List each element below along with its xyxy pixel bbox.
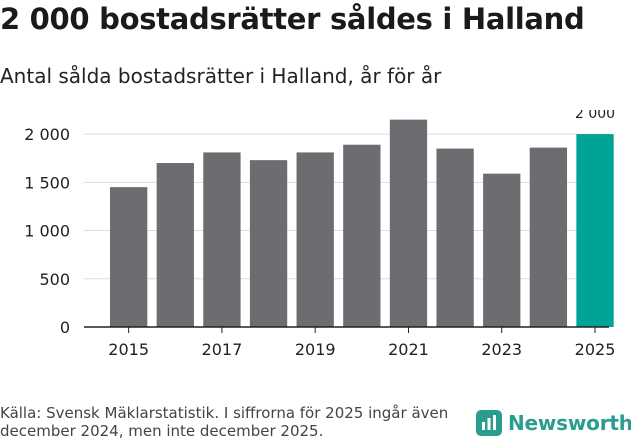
x-tick-label: 2019	[295, 340, 336, 359]
x-tick-label: 2017	[202, 340, 243, 359]
x-tick-label: 2025	[575, 340, 616, 359]
bar-2023	[483, 173, 521, 327]
bar-2025	[576, 134, 614, 327]
chart-subtitle: Antal sålda bostadsrätter i Halland, år …	[0, 64, 442, 88]
bar-2019	[296, 152, 334, 327]
x-tick-label: 2023	[481, 340, 522, 359]
bar-2020	[343, 144, 381, 327]
y-tick-label: 500	[39, 270, 70, 289]
bar-chart: 0 500 1 000 1 500 2 000 2015 2017 2019 2021 2023 2…	[24, 110, 616, 359]
data-label-highlight: 2 000	[575, 110, 615, 122]
source-note: Källa: Svensk Mäklarstatistik. I siffror…	[0, 404, 449, 440]
y-tick-label: 1 000	[24, 222, 70, 241]
bar-2018	[249, 160, 288, 327]
bar-2022	[436, 148, 474, 327]
bar-2015	[110, 187, 148, 327]
brand-name: Newsworthy	[508, 411, 631, 435]
newsworthy-logo-icon	[476, 410, 502, 436]
bar-2024	[529, 147, 568, 327]
brand: Newsworthy	[476, 408, 631, 438]
y-tick-label: 2 000	[24, 125, 70, 144]
y-tick-label: 1 500	[24, 173, 70, 192]
bar-2017	[203, 152, 241, 327]
bar-2016	[156, 163, 194, 327]
bar-2021	[389, 119, 428, 328]
y-tick-label: 0	[60, 318, 70, 337]
x-tick-label: 2015	[108, 340, 149, 359]
x-tick-label: 2021	[388, 340, 429, 359]
chart-title: 2 000 bostadsrätter såldes i Halland	[0, 2, 585, 36]
